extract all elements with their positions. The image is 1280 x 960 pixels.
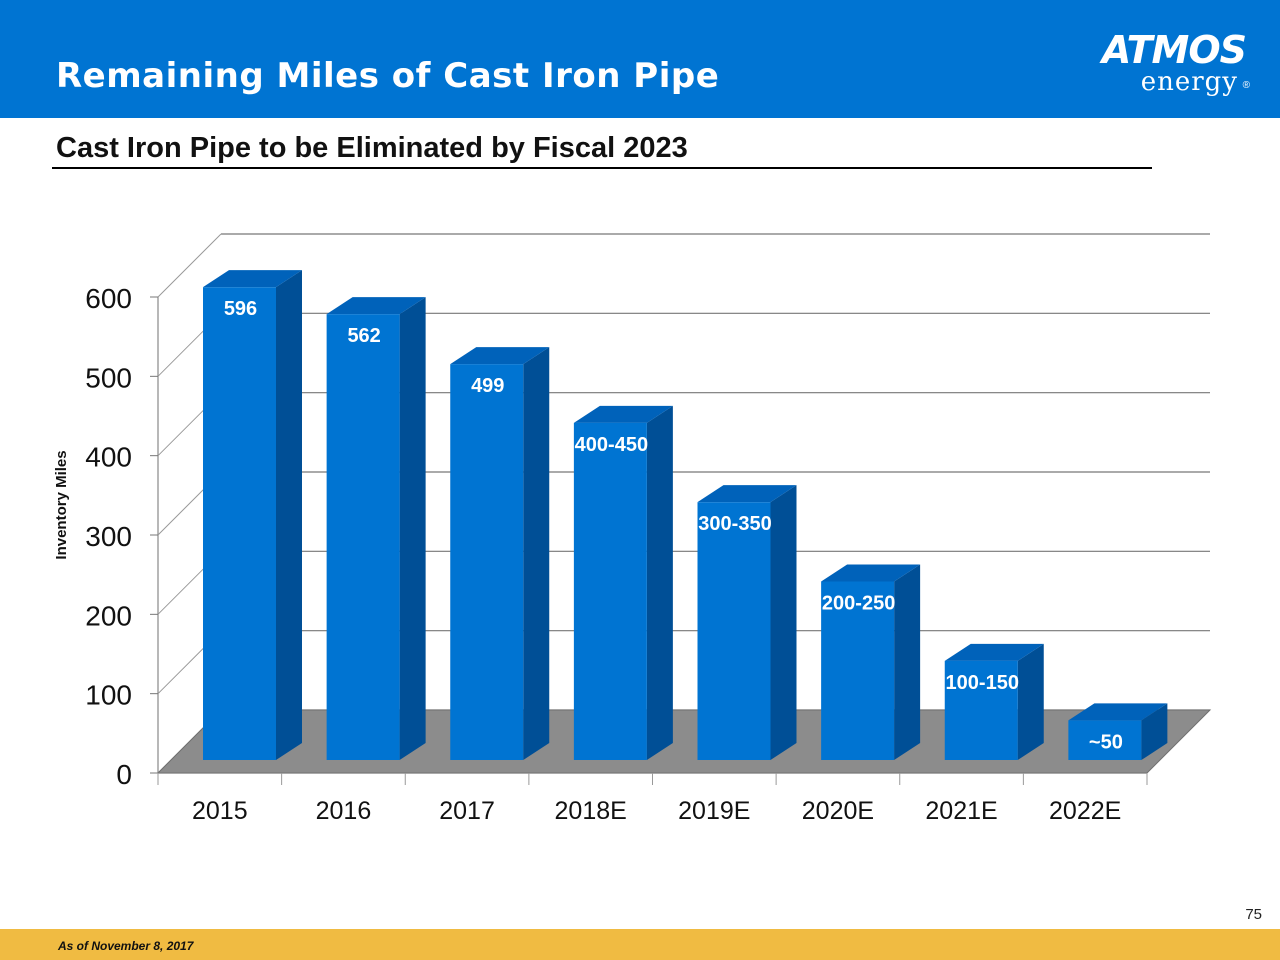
bar-top [697,485,797,503]
data-label: 400-450 [575,434,648,456]
logo-wordmark: ATMOS [1101,28,1247,72]
bar [573,422,647,760]
x-tick-label: 2019E [678,797,750,825]
y-tick-label: 100 [85,680,132,711]
bar-side [399,297,426,760]
title-bar [0,0,1280,118]
data-label: 596 [224,298,257,320]
bar [697,502,771,760]
y-tick-label: 200 [85,600,132,631]
x-tick-label: 2017 [439,797,495,825]
grid-diagonal [157,233,222,298]
bar-top [573,405,673,423]
bar-side [523,347,550,760]
x-tick-label: 2021E [925,797,997,825]
y-tick-label: 400 [85,442,132,473]
data-label: 100-150 [946,672,1019,694]
bar-top [450,347,550,365]
logo-registered-mark: ® [1242,80,1250,91]
y-axis-label: Inventory Miles [53,450,70,559]
bar-top [944,643,1044,661]
y-tick-label: 500 [85,362,132,393]
data-label: 200-250 [822,593,895,615]
bar [944,660,1018,760]
bar-top [821,564,921,582]
footer-note: As of November 8, 2017 [58,939,194,953]
y-tick-label: 0 [116,759,132,790]
atmos-energy-logo: ATMOS energy ® [1094,30,1254,100]
data-label: ~50 [1089,731,1123,753]
y-tick-label: 300 [85,521,132,552]
bar [821,581,895,760]
bar [203,287,276,760]
bar-side [894,564,921,760]
bar-side [1017,643,1044,760]
bar-top [1068,703,1168,721]
x-tick-label: 2018E [555,797,627,825]
slide-title: Remaining Miles of Cast Iron Pipe [56,56,720,96]
y-tick-label: 600 [85,283,132,314]
bar-side [1141,703,1168,760]
page-number: 75 [1245,906,1262,923]
x-tick-label: 2016 [316,797,372,825]
x-tick-label: 2020E [802,797,874,825]
bar-side [276,270,302,760]
chart-floor [156,709,1212,774]
bar-side [770,485,797,760]
footer-bar [0,929,1280,960]
bar-top [203,270,302,288]
x-tick-label: 2022E [1049,797,1121,825]
x-tick-label: 2015 [192,797,248,825]
data-label: 499 [471,375,504,397]
bar [450,364,524,760]
chart-subtitle: Cast Iron Pipe to be Eliminated by Fisca… [56,132,688,164]
bar [326,314,400,760]
logo-subtext: energy [1140,67,1238,97]
bar-side [646,405,673,760]
bar-top [326,297,426,315]
bar [1068,720,1142,760]
bar-chart: 0 100 200 300 400 500 600 Inventory Miles 596 201… [53,233,1212,825]
subtitle-underline [52,167,1152,169]
data-label: 300-350 [698,513,771,535]
data-label: 562 [347,325,380,347]
